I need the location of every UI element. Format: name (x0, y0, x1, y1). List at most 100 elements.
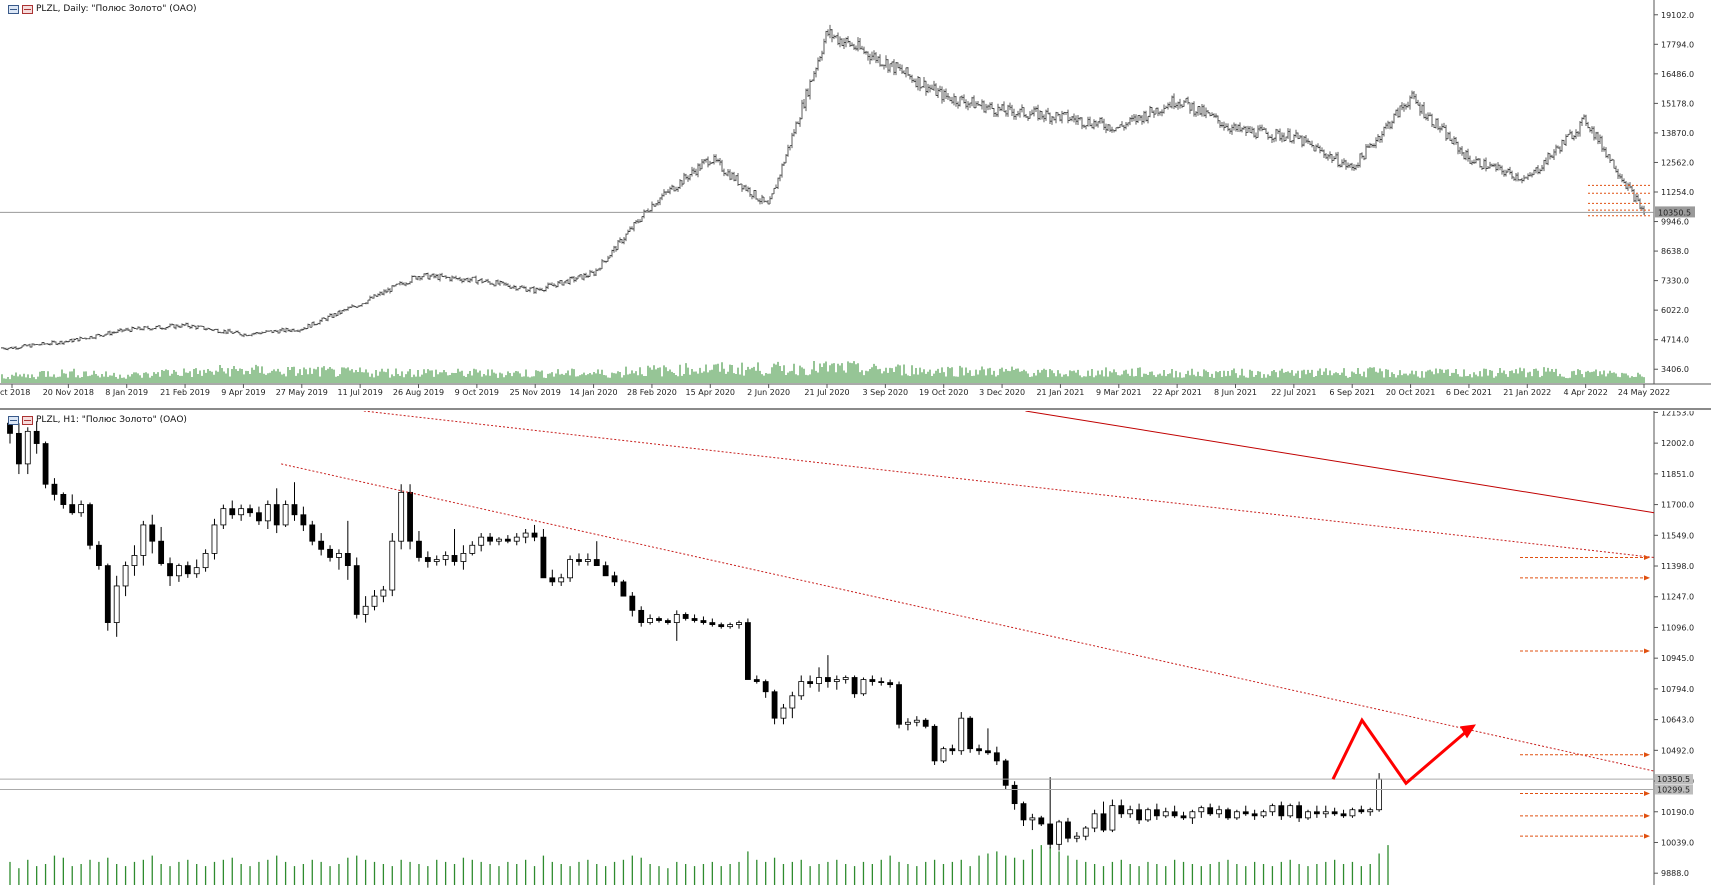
ohlc-bar (785, 154, 787, 164)
ohlc-bar (1363, 155, 1365, 161)
ohlc-bar (3, 347, 5, 350)
candle (1313, 805, 1320, 818)
ohlc-bar (1055, 111, 1057, 124)
ohlc-bar (11, 346, 13, 349)
ohlc-bar (591, 270, 593, 273)
ohlc-bar (1207, 110, 1209, 114)
ohlc-bar (1573, 135, 1575, 141)
ohlc-bar (987, 104, 989, 111)
ohlc-bar (1345, 159, 1347, 170)
ohlc-bar (317, 322, 319, 325)
h1-chart-pane[interactable]: PLZL, H1: "Полюс Золото" (ОАО) 12153.0 12… (0, 411, 1711, 885)
time-tick-label: 21 Jul 2020 (804, 388, 849, 397)
ohlc-bar (413, 275, 415, 278)
ohlc-bar (1117, 126, 1119, 129)
ohlc-bar (207, 327, 209, 330)
ohlc-bar (223, 329, 225, 334)
ohlc-bar (707, 156, 709, 168)
ohlc-bar (211, 328, 213, 332)
ohlc-bar (321, 317, 323, 323)
price-tick-label: 10492.0 (1661, 746, 1694, 755)
ohlc-bar (1203, 104, 1205, 117)
forecast-arrow-head (1460, 724, 1476, 739)
candle (718, 622, 725, 629)
ohlc-bar (129, 329, 131, 333)
ohlc-bar (1387, 120, 1389, 129)
ohlc-bar (1153, 110, 1155, 118)
ohlc-bar (1311, 140, 1313, 148)
ohlc-bar (577, 275, 579, 280)
ohlc-bar (1389, 121, 1391, 130)
ohlc-bar (1619, 173, 1621, 179)
h1-price-chart[interactable]: 12153.0 12002.0 11851.0 11700.0 11549.0 11398… (0, 411, 1711, 885)
ohlc-bar (1121, 121, 1123, 127)
candle (958, 712, 965, 755)
time-tick-label: 24 May 2022 (1618, 388, 1670, 397)
ohlc-bar (519, 285, 521, 290)
price-tag-label: 10299.5 (1657, 785, 1690, 794)
ohlc-bar (1341, 159, 1343, 168)
price-tick-label: 10794.0 (1661, 685, 1694, 694)
candle (611, 571, 618, 586)
ohlc-bar (529, 287, 531, 293)
ohlc-bar (507, 283, 509, 287)
ohlc-bar (435, 273, 437, 279)
price-tick-label: 6022.0 (1661, 306, 1689, 315)
ohlc-bar (1159, 111, 1161, 116)
ohlc-bar (1023, 107, 1025, 118)
ohlc-bar (1059, 114, 1061, 122)
candle (51, 478, 58, 501)
ohlc-bar (769, 196, 771, 205)
ohlc-bar (603, 260, 605, 263)
ohlc-bar (1357, 162, 1359, 168)
daily-price-chart[interactable]: 19102.0 17794.0 16486.0 15178.0 13870.0 12562… (0, 0, 1711, 408)
ohlc-bar (1509, 166, 1511, 175)
ohlc-bar (549, 282, 551, 285)
candle (629, 592, 636, 617)
ohlc-bar (381, 291, 383, 296)
ohlc-bar (1485, 157, 1487, 172)
ohlc-bar (551, 282, 553, 286)
ohlc-bar (41, 342, 43, 346)
ohlc-bar (123, 329, 125, 332)
candle (736, 620, 742, 629)
ohlc-bar (431, 273, 433, 277)
candle (620, 579, 627, 597)
candle (522, 528, 529, 544)
ohlc-bar (455, 275, 457, 280)
ohlc-bar (559, 280, 561, 284)
ohlc-bar (1031, 109, 1033, 116)
ohlc-bar (335, 313, 337, 317)
ohlc-bar (1297, 132, 1299, 140)
ohlc-bar (1061, 110, 1063, 124)
ohlc-bar (1423, 101, 1425, 119)
ohlc-bar (1201, 103, 1203, 117)
ohlc-bar (293, 328, 295, 332)
ohlc-bar (1615, 165, 1617, 173)
ohlc-bar (1381, 131, 1383, 143)
ohlc-bar (1463, 151, 1465, 160)
daily-chart-pane[interactable]: PLZL, Daily: "Полюс Золото" (ОАО) 19102.… (0, 0, 1711, 410)
candle (682, 612, 689, 621)
ohlc-bar (1047, 107, 1049, 115)
candle (229, 500, 236, 519)
ohlc-bar (1431, 113, 1433, 128)
candle (1225, 807, 1231, 820)
ohlc-bar (373, 294, 375, 299)
ohlc-bar (1043, 114, 1045, 123)
price-tick-label: 11096.0 (1661, 623, 1694, 632)
ohlc-bar (1533, 169, 1535, 176)
ohlc-bar (1503, 169, 1505, 177)
ohlc-bar (715, 154, 717, 163)
ohlc-bar (1443, 122, 1445, 129)
ohlc-bar (1571, 130, 1573, 140)
ohlc-bar (209, 328, 211, 331)
candle (993, 746, 1000, 765)
ohlc-bar (401, 281, 403, 286)
ohlc-bar (1409, 95, 1411, 110)
ohlc-bar (95, 334, 97, 340)
candle (140, 520, 147, 566)
ohlc-bar (297, 329, 299, 332)
ohlc-bar (229, 328, 231, 333)
ohlc-bar (717, 158, 719, 163)
